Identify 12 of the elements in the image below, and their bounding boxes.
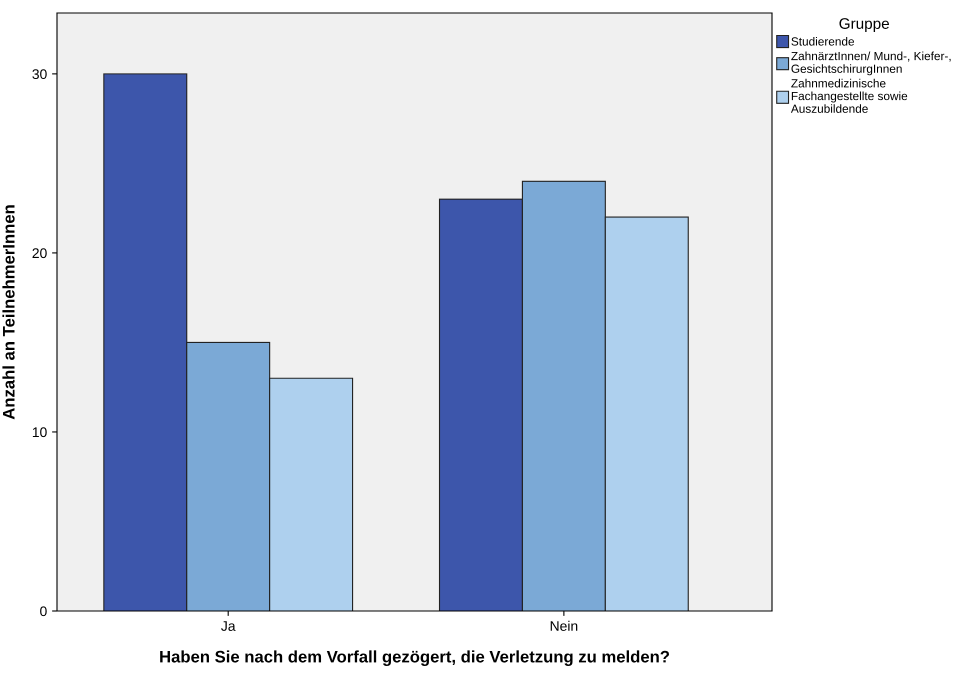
legend-label: Zahnmedizinische Fachangestellte sowie Auszubildende xyxy=(790,78,908,113)
x-axis-title: Haben Sie nach dem Vorfall gezögert, die Verletzung zu melden? xyxy=(160,650,670,666)
y-tick-label: 0 xyxy=(40,606,47,616)
y-tick-label: 20 xyxy=(32,248,47,258)
y-axis-title: Anzahl an TeilnehmerInnen xyxy=(2,205,15,420)
x-tick-label: Ja xyxy=(221,621,236,631)
legend-title: Gruppe xyxy=(839,18,889,32)
y-tick-label: 30 xyxy=(32,69,47,80)
legend-label: Studierende xyxy=(791,36,854,46)
x-tick-label: Nein xyxy=(550,620,578,631)
legend-label: ZahnärztInnen/ Mund-, Kiefer-, GesichtschirurgInnen xyxy=(791,52,951,76)
y-tick-label: 10 xyxy=(32,427,47,438)
